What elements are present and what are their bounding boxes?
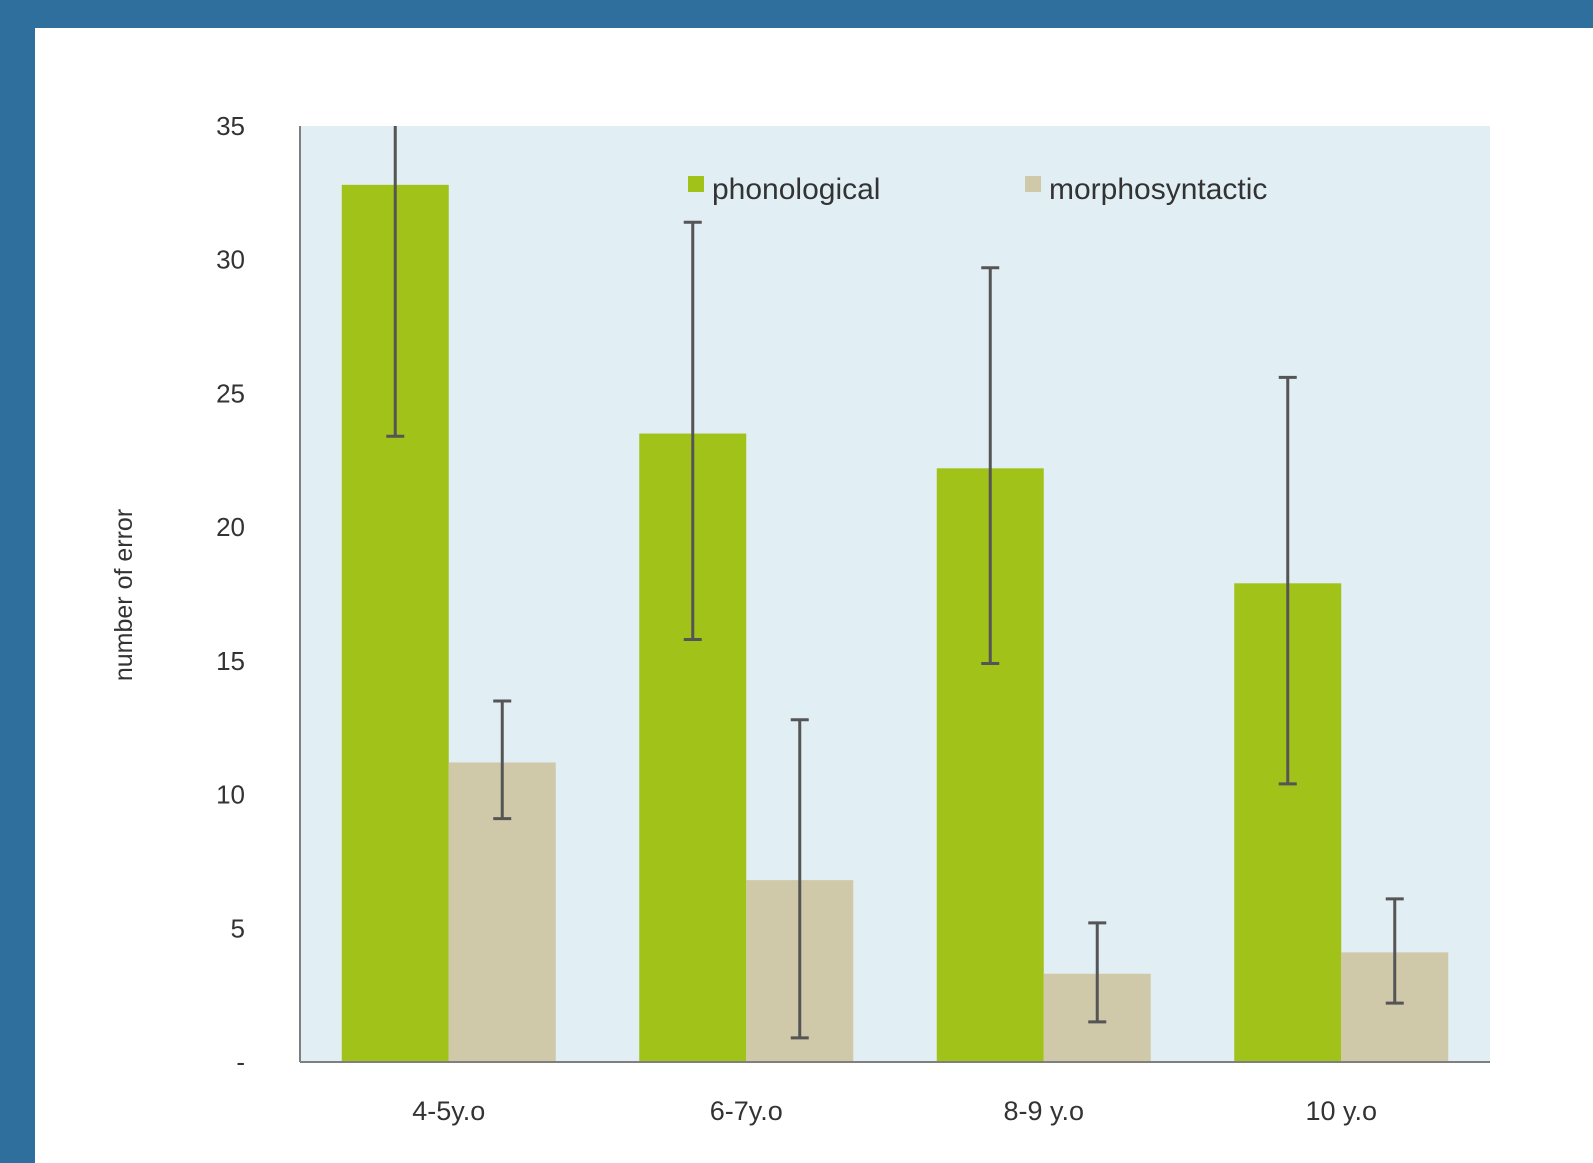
- y-tick-label: -: [236, 1047, 245, 1077]
- error-bars-layer: [386, 126, 1404, 1040]
- x-category-label: 6-7y.o: [710, 1096, 783, 1126]
- error-bar-phonological: [386, 126, 405, 438]
- legend-label-morphosyntactic: morphosyntactic: [1049, 173, 1267, 206]
- y-tick-label: 5: [231, 913, 245, 943]
- error-bar-morphosyntactic: [1088, 921, 1107, 1024]
- y-tick-label: 10: [216, 780, 245, 810]
- error-bar-phonological: [981, 266, 1000, 666]
- x-category-label: 8-9 y.o: [1003, 1096, 1084, 1126]
- error-bar-phonological: [683, 220, 702, 641]
- y-tick-label: 25: [216, 378, 245, 408]
- x-axis-categories: 4-5y.o 6-7y.o 8-9 y.o 10 y.o: [412, 1096, 1377, 1126]
- error-bar-phonological: [1278, 375, 1297, 786]
- y-tick-label: 30: [216, 245, 245, 275]
- error-bar-morphosyntactic: [1385, 897, 1404, 1005]
- y-axis-ticks: - 5 10 15 20 25 30 35: [216, 111, 245, 1077]
- y-tick-label: 35: [216, 111, 245, 141]
- y-tick-label: 15: [216, 646, 245, 676]
- error-bar-morphosyntactic: [493, 699, 512, 821]
- error-bar-morphosyntactic: [790, 718, 809, 1040]
- x-category-label: 10 y.o: [1305, 1096, 1377, 1126]
- legend-swatch-phonological: [688, 176, 704, 192]
- legend: phonological morphosyntactic: [688, 173, 1267, 206]
- legend-swatch-morphosyntactic: [1025, 176, 1041, 192]
- y-tick-label: 20: [216, 512, 245, 542]
- x-category-label: 4-5y.o: [412, 1096, 485, 1126]
- y-axis-title: number of error: [110, 509, 138, 681]
- legend-label-phonological: phonological: [712, 173, 880, 206]
